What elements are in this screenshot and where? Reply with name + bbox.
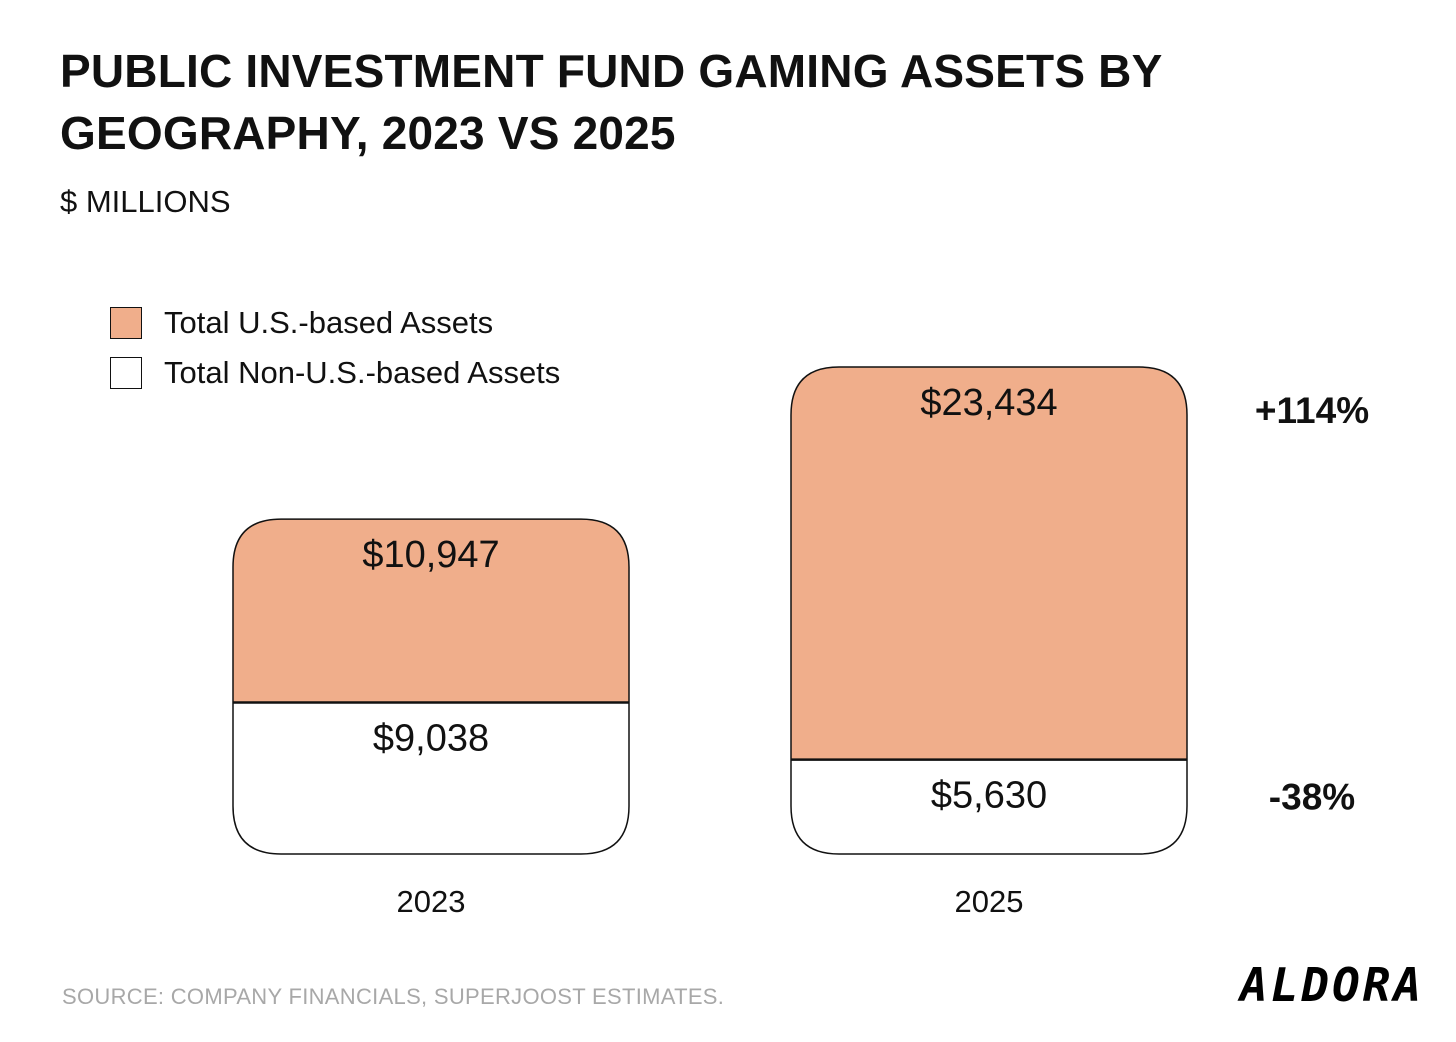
legend-item-non-us: Total Non-U.S.-based Assets <box>110 348 560 398</box>
bar-non-us-2025 <box>791 759 1187 854</box>
change-annotation-non-us: -38% <box>1269 777 1355 818</box>
bar-outline-2025 <box>790 366 1188 855</box>
bar-us-2025 <box>791 367 1187 760</box>
x-tick-label-2023: 2023 <box>397 884 466 919</box>
change-annotation-us: +114% <box>1255 390 1369 431</box>
bar-outline-2023 <box>232 518 630 855</box>
x-tick-label-2025: 2025 <box>955 884 1024 919</box>
legend-label-non-us: Total Non-U.S.-based Assets <box>164 355 561 390</box>
data-label-non-us-2025: $5,630 <box>931 775 1047 817</box>
source-note: SOURCE: COMPANY FINANCIALS, SUPERJOOST E… <box>62 984 725 1009</box>
chart-title: PUBLIC INVESTMENT FUND GAMING ASSETS BY … <box>60 45 1162 159</box>
legend-swatch-non-us <box>110 357 142 389</box>
legend-swatch-us <box>110 307 142 339</box>
data-label-us-2023: $10,947 <box>362 534 499 576</box>
legend: Total U.S.-based Assets Total Non-U.S.-b… <box>110 298 560 398</box>
data-label-us-2025: $23,434 <box>920 382 1057 424</box>
bar-us-2023 <box>233 519 629 703</box>
legend-label-us: Total U.S.-based Assets <box>164 305 494 340</box>
chart-subtitle: $ MILLIONS <box>60 184 231 219</box>
legend-item-us: Total U.S.-based Assets <box>110 298 560 348</box>
data-label-non-us-2023: $9,038 <box>373 718 489 760</box>
aldora-logo: ALDORA <box>1240 958 1425 1012</box>
bar-non-us-2023 <box>233 702 629 854</box>
